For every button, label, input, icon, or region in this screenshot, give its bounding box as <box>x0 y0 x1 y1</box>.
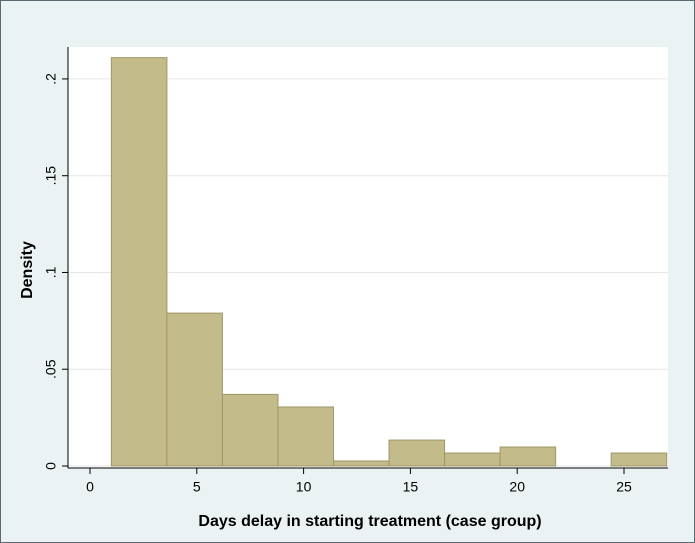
y-tick-label: 0 <box>43 462 59 470</box>
bar <box>610 452 668 467</box>
bar <box>166 312 223 467</box>
y-tick-label: .1 <box>43 266 59 278</box>
x-tick-label: 20 <box>509 479 525 495</box>
x-axis-title: Days delay in starting treatment (case g… <box>198 513 541 530</box>
bar <box>221 393 279 467</box>
x-tick-label: 25 <box>616 479 632 495</box>
bar <box>388 439 446 467</box>
y-axis-title: Density <box>19 241 36 299</box>
x-tick-label: 10 <box>296 479 312 495</box>
x-tick-label: 15 <box>403 479 419 495</box>
bar <box>499 446 557 467</box>
bar <box>444 452 501 467</box>
bar <box>277 406 335 467</box>
x-tick-label: 0 <box>86 479 94 495</box>
bar <box>333 460 390 467</box>
bar <box>110 57 168 467</box>
x-tick-label: 5 <box>193 479 201 495</box>
y-tick-label: .2 <box>43 73 59 85</box>
y-tick-label: .15 <box>43 166 59 186</box>
y-tick-label: .05 <box>43 359 59 379</box>
